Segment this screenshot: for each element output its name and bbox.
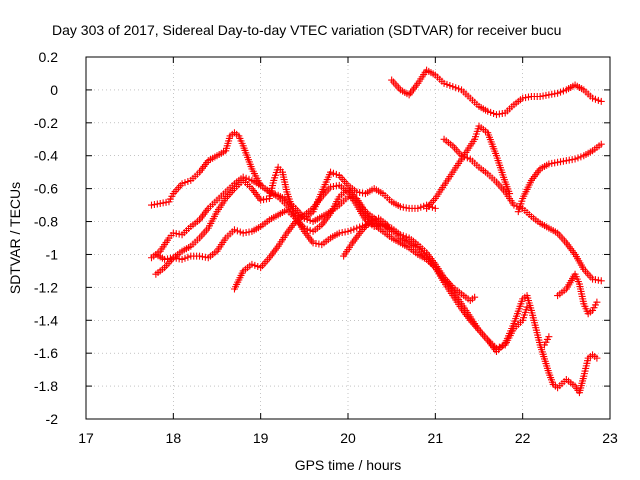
data-point — [471, 293, 479, 301]
y-tick-label: -0.6 — [34, 181, 58, 197]
data-point — [523, 303, 531, 311]
series-arc-6 — [340, 214, 391, 260]
data-point — [574, 154, 582, 162]
data-point — [571, 155, 579, 163]
data-point — [248, 260, 256, 268]
series-arc-8 — [440, 135, 605, 285]
y-tick-label: -2 — [46, 411, 59, 427]
data-point — [545, 333, 553, 341]
chart-title: Day 303 of 2017, Sidereal Day-to-day VTE… — [52, 22, 561, 38]
data-point — [388, 227, 396, 235]
data-point — [366, 218, 374, 226]
data-point — [589, 94, 597, 102]
data-point — [591, 95, 599, 103]
data-point — [181, 254, 189, 262]
data-point — [440, 79, 448, 87]
data-point — [327, 168, 335, 176]
data-point — [181, 179, 189, 187]
data-point — [230, 226, 238, 234]
series-arc-12 — [541, 333, 553, 349]
y-tick-label: -0.2 — [34, 115, 58, 131]
data-point — [184, 253, 192, 261]
y-tick-label: -1.8 — [34, 378, 58, 394]
x-tick-label: 22 — [515, 430, 531, 446]
data-point — [178, 180, 186, 188]
data-point — [353, 224, 361, 232]
data-point — [347, 226, 355, 234]
y-tick-label: 0.2 — [39, 49, 59, 65]
y-tick-label: -0.8 — [34, 214, 58, 230]
data-point — [463, 154, 471, 162]
data-point — [369, 216, 377, 224]
x-tick-label: 23 — [602, 430, 618, 446]
data-point — [577, 153, 585, 161]
x-axis-label: GPS time / hours — [295, 457, 402, 473]
data-point — [254, 263, 262, 271]
y-axis-ticks: -2 -1.8 -1.6 -1.4 -1.2 -1 -0.8 -0.6 -0.4 -0.2 0 0.2 — [34, 49, 610, 427]
series-arc-11 — [554, 270, 601, 318]
y-tick-label: -1.6 — [34, 345, 58, 361]
series-arc-1 — [148, 129, 479, 305]
data-point — [178, 255, 186, 263]
series-arc-7 — [388, 66, 605, 119]
data-point — [414, 204, 422, 212]
x-tick-label: 19 — [253, 430, 269, 446]
data-point — [449, 83, 457, 91]
x-axis-ticks: 17 18 19 20 21 22 23 — [78, 57, 618, 446]
x-tick-label: 21 — [428, 430, 444, 446]
y-tick-label: -1.2 — [34, 279, 58, 295]
data-point — [417, 203, 425, 211]
data-point — [251, 261, 259, 269]
data-point — [597, 97, 605, 105]
data-point — [383, 221, 391, 229]
data-series — [148, 66, 605, 397]
data-point — [594, 96, 602, 104]
data-point — [593, 298, 601, 306]
y-tick-label: -0.4 — [34, 148, 58, 164]
data-point — [431, 204, 439, 212]
data-point — [597, 277, 605, 285]
data-point — [184, 178, 192, 186]
data-point — [350, 225, 358, 233]
data-point — [332, 170, 340, 178]
series-arc-5 — [230, 181, 396, 293]
data-point — [510, 201, 518, 209]
data-point — [300, 224, 308, 232]
data-point — [452, 84, 460, 92]
x-tick-label: 17 — [78, 430, 94, 446]
data-point — [557, 88, 565, 96]
plot-frame — [85, 56, 611, 420]
data-point — [559, 87, 567, 95]
data-point — [554, 89, 562, 97]
data-point — [344, 227, 352, 235]
y-axis-label: SDTVAR / TECUs — [7, 182, 23, 294]
data-point — [593, 354, 601, 362]
data-point — [597, 140, 605, 148]
data-point — [455, 85, 463, 93]
y-tick-label: 0 — [50, 82, 58, 98]
series-arc-10 — [514, 140, 605, 216]
data-point — [303, 225, 311, 233]
data-point — [233, 227, 241, 235]
data-point — [484, 107, 492, 115]
series-arc-9 — [423, 122, 514, 212]
data-point — [506, 190, 514, 198]
data-point — [487, 108, 495, 116]
data-point — [402, 233, 410, 241]
x-tick-label: 20 — [340, 430, 356, 446]
x-tick-label: 18 — [166, 430, 182, 446]
data-point — [446, 82, 454, 90]
grid — [86, 57, 610, 419]
data-point — [245, 175, 253, 183]
y-tick-label: -1.4 — [34, 312, 58, 328]
data-point — [443, 80, 451, 88]
y-tick-label: -1 — [46, 246, 59, 262]
data-point — [329, 169, 337, 177]
